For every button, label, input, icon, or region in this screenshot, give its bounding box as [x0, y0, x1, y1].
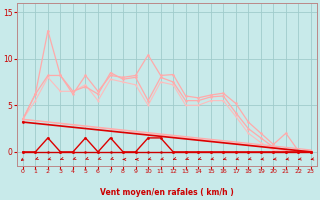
X-axis label: Vent moyen/en rafales ( km/h ): Vent moyen/en rafales ( km/h ) [100, 188, 234, 197]
